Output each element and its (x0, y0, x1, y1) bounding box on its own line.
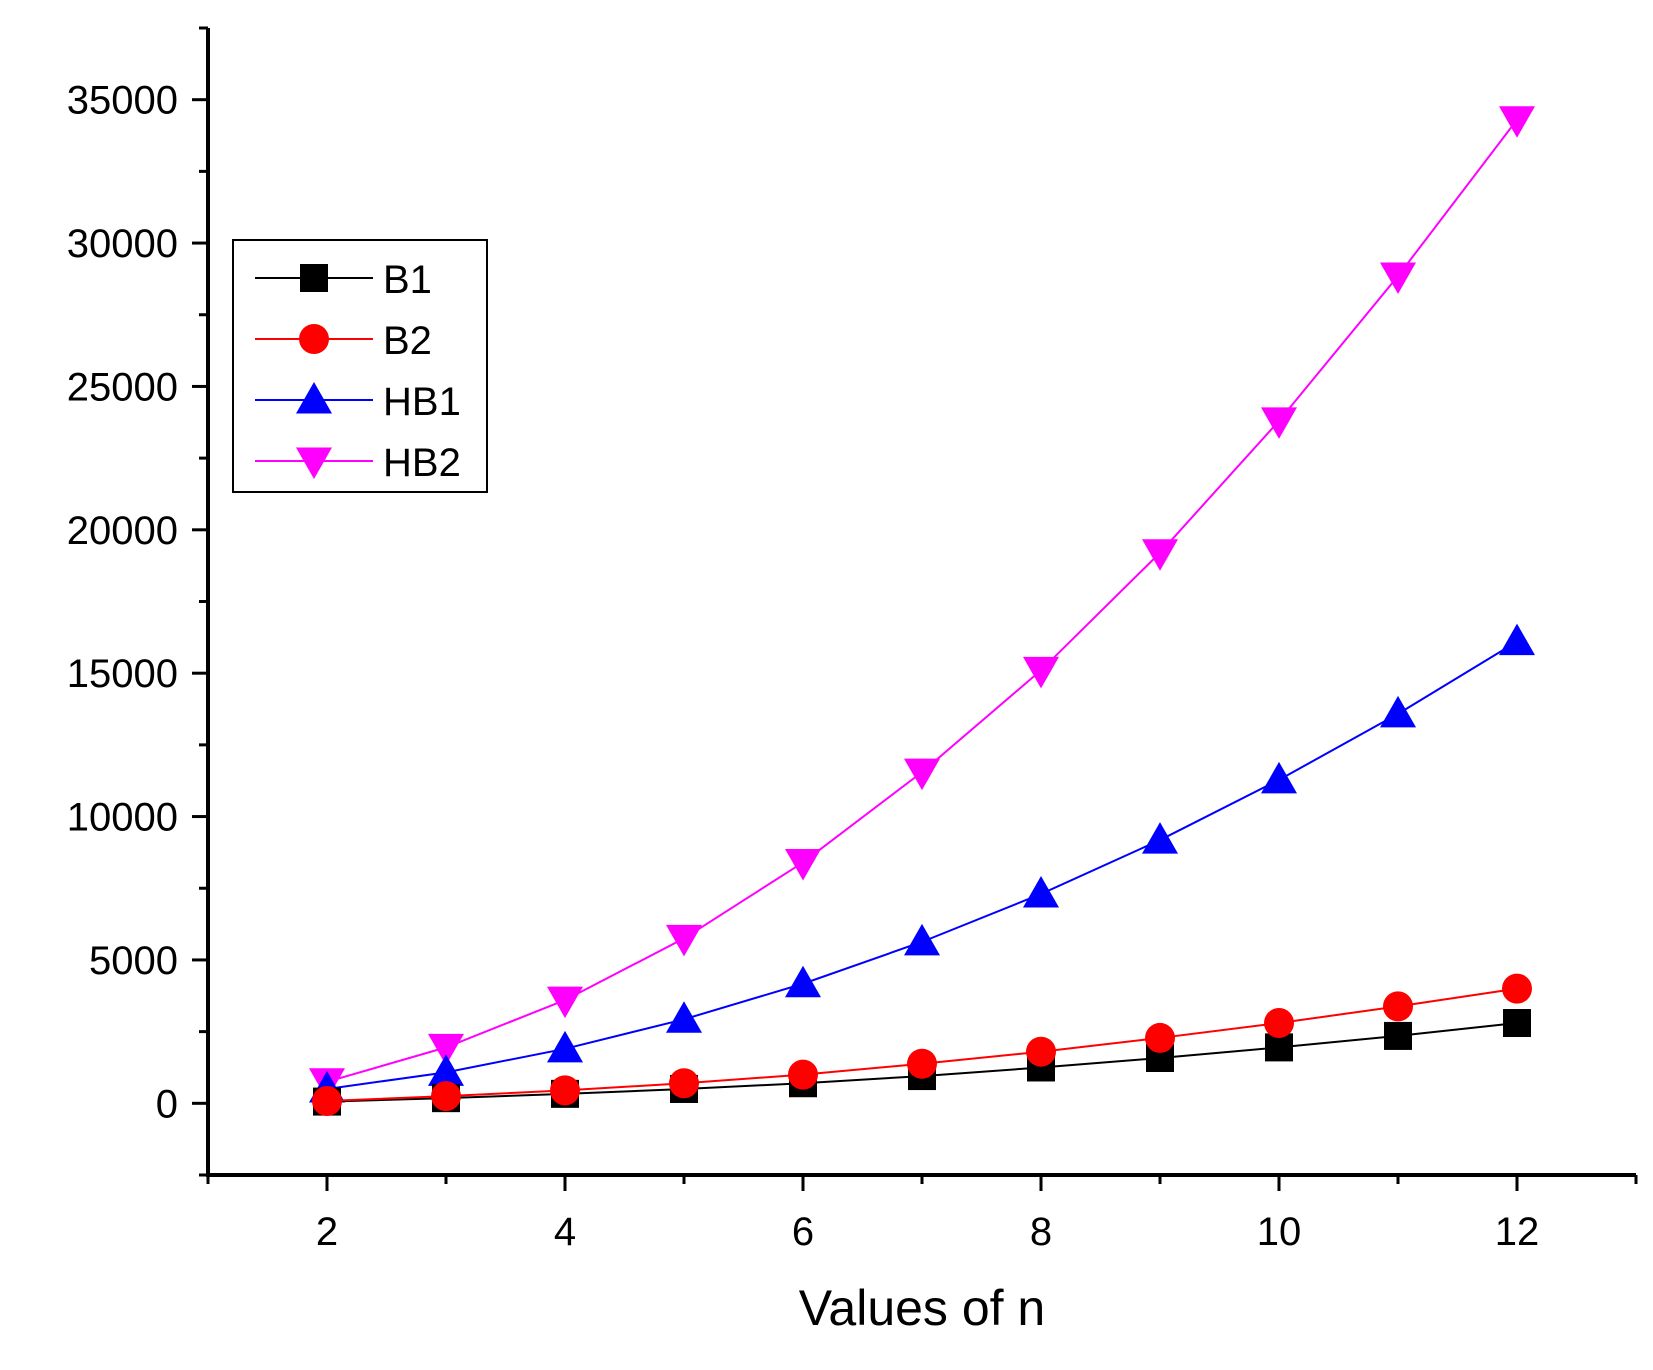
data-point-b2 (312, 1086, 342, 1117)
x-axis-title: Values of n (799, 1280, 1045, 1336)
legend: B1 B2 HB1 HB2 (232, 239, 488, 493)
data-point-hb1 (547, 1030, 583, 1063)
data-point-hb1 (1261, 761, 1297, 794)
data-point-hb2 (547, 986, 583, 1019)
data-point-hb2 (904, 758, 940, 791)
x-tick-label: 4 (554, 1210, 576, 1254)
data-point-b1 (1265, 1033, 1293, 1062)
x-tick-label: 10 (1257, 1210, 1302, 1254)
series-b2 (312, 973, 1532, 1117)
x-tick-label: 12 (1495, 1210, 1540, 1254)
data-point-b2 (431, 1081, 461, 1112)
data-point-b1 (1503, 1009, 1531, 1038)
y-tick-label: 5000 (89, 939, 178, 983)
y-tick-label: 30000 (67, 222, 178, 266)
legend-marker-b2 (299, 324, 329, 354)
data-point-b2 (907, 1048, 937, 1079)
data-point-hb1 (1380, 695, 1416, 728)
data-point-hb2 (1023, 656, 1059, 689)
data-point-hb1 (666, 1001, 702, 1033)
legend-item-b2: B2 (255, 319, 432, 363)
ticks: 0 5000 10000 15000 20000 25000 30000 35000 2 4 6 8 1… (67, 26, 1638, 1254)
series-line-hb1 (326, 640, 1518, 1090)
data-point-b2 (1026, 1036, 1056, 1067)
data-point-hb1 (1142, 822, 1178, 854)
series-layer (309, 106, 1535, 1117)
x-tick-label: 2 (316, 1210, 338, 1254)
data-point-hb1 (904, 923, 940, 956)
data-point-hb2 (666, 924, 702, 957)
y-tick-label: 0 (156, 1082, 178, 1126)
axes (206, 28, 1636, 1177)
legend-marker-hb2 (296, 447, 332, 479)
data-point-hb2 (785, 848, 821, 881)
data-point-hb1 (785, 965, 821, 998)
data-point-b2 (1145, 1022, 1175, 1053)
legend-label: HB2 (383, 441, 461, 485)
y-tick-label: 35000 (67, 79, 178, 123)
data-point-b2 (1502, 973, 1532, 1004)
y-tick-label: 20000 (67, 509, 178, 553)
data-point-b2 (1264, 1008, 1294, 1039)
data-point-hb2 (1142, 539, 1178, 571)
legend-marker-hb1 (296, 382, 332, 414)
data-point-hb1 (428, 1054, 464, 1086)
data-point-b2 (669, 1068, 699, 1099)
data-point-hb2 (1261, 407, 1297, 439)
data-point-hb2 (1380, 262, 1416, 295)
y-tick-label: 15000 (67, 652, 178, 696)
data-point-hb1 (1023, 875, 1059, 908)
series-hb2 (309, 106, 1535, 1100)
legend-item-hb1: HB1 (255, 380, 461, 424)
x-tick-label: 6 (792, 1210, 814, 1254)
y-tick-label: 10000 (67, 796, 178, 840)
data-point-b2 (1383, 991, 1413, 1022)
x-tick-label: 8 (1030, 1210, 1052, 1254)
legend-box (232, 239, 488, 493)
legend-label: B1 (383, 258, 432, 302)
data-point-hb2 (1499, 106, 1535, 138)
y-tick-label: 25000 (67, 365, 178, 409)
data-point-b2 (550, 1075, 580, 1106)
legend-label: B2 (383, 319, 432, 363)
data-point-b1 (1384, 1021, 1412, 1050)
data-point-hb1 (1499, 623, 1535, 656)
data-point-hb2 (428, 1033, 464, 1066)
data-point-b2 (788, 1059, 818, 1090)
legend-label: HB1 (383, 380, 461, 424)
series-hb1 (309, 623, 1535, 1103)
legend-item-hb2: HB2 (255, 441, 461, 485)
legend-item-b1: B1 (255, 258, 432, 302)
legend-marker-b1 (300, 264, 328, 292)
